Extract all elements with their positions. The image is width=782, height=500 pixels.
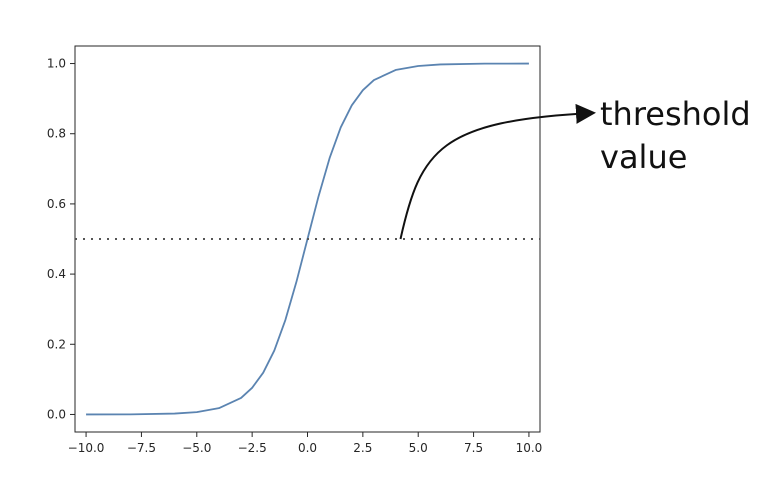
x-tick-label: −7.5 — [127, 441, 156, 455]
x-tick-label: −5.0 — [182, 441, 211, 455]
y-tick-label: 0.8 — [47, 127, 66, 141]
annotation-line-1: threshold — [600, 95, 751, 133]
x-tick-label: 10.0 — [516, 441, 543, 455]
y-axis: 0.0 0.2 0.4 0.6 0.8 1.0 — [47, 57, 75, 421]
y-tick-label: 0.4 — [47, 267, 66, 281]
x-axis: −10.0 −7.5 −5.0 −2.5 0.0 2.5 5.0 7.5 10.0 — [68, 432, 543, 455]
x-tick-label: 0.0 — [298, 441, 317, 455]
annotation-line-2: value — [600, 138, 687, 176]
y-tick-label: 1.0 — [47, 57, 66, 71]
series-layer — [75, 62, 540, 416]
x-tick-label: −10.0 — [68, 441, 105, 455]
annotation-arrow — [399, 103, 596, 240]
x-tick-label: 5.0 — [409, 441, 428, 455]
threshold-annotation: threshold value — [399, 95, 751, 240]
x-tick-label: 2.5 — [353, 441, 372, 455]
y-tick-label: 0.0 — [47, 407, 66, 421]
x-tick-label: 7.5 — [464, 441, 483, 455]
x-tick-label: −2.5 — [238, 441, 267, 455]
y-tick-label: 0.6 — [47, 197, 66, 211]
y-tick-label: 0.2 — [47, 337, 66, 351]
